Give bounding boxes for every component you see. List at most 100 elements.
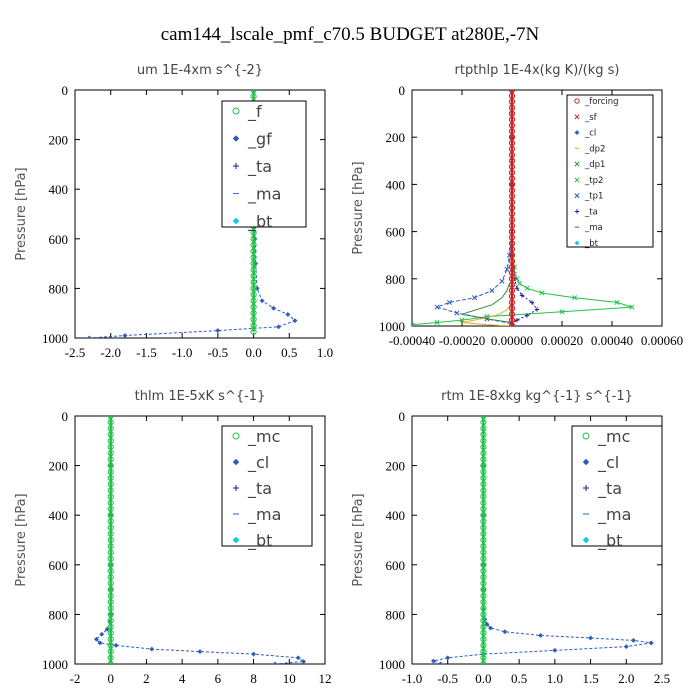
series-point (508, 110, 516, 117)
series-line-tp1 (435, 90, 513, 325)
y-tick-label: 1000 (42, 331, 68, 346)
x-tick-label: 0.5 (511, 671, 527, 686)
series-point (508, 299, 516, 306)
series-point (480, 437, 487, 444)
series-point (107, 443, 114, 451)
series-point (508, 275, 516, 282)
series-point (508, 187, 516, 194)
plot-area (430, 416, 654, 664)
x-tick-label: 0.0 (475, 671, 491, 686)
x-tick-label: 0.00020 (541, 333, 583, 348)
y-tick-label: 200 (49, 133, 69, 148)
x-tick-label: 0.00000 (491, 333, 533, 348)
x-tick-label: -1.5 (136, 345, 157, 360)
series-point (508, 234, 516, 241)
series-point (285, 311, 291, 317)
legend-label: _f (247, 102, 262, 122)
series-point (508, 269, 516, 276)
legend-label: _ma (584, 223, 603, 233)
series-point (250, 241, 257, 249)
series-point (480, 561, 487, 568)
series-point (509, 90, 515, 93)
series-point (508, 128, 516, 135)
y-tick-label: 400 (386, 177, 406, 192)
y-axis-label: Pressure [hPa] (14, 493, 29, 586)
x-tick-label: 2 (143, 671, 150, 686)
series-point (107, 580, 114, 587)
legend-label: _gf (247, 130, 272, 150)
legend-label: _tp2 (584, 176, 603, 186)
series-point (107, 505, 114, 513)
y-tick-label: 0 (399, 409, 406, 424)
series-point (259, 298, 265, 304)
legend-box (571, 425, 663, 547)
y-tick-label: 400 (49, 508, 69, 523)
legend-marker (232, 135, 240, 142)
series-point (480, 493, 487, 500)
y-tick-label: 600 (49, 558, 69, 573)
y-tick-label: 200 (49, 459, 69, 474)
series-point (508, 246, 516, 253)
legend-label: _ta (597, 479, 622, 499)
y-tick-label: 200 (386, 130, 406, 145)
series-point (107, 611, 114, 618)
series-point (480, 611, 487, 618)
legend-marker (232, 432, 240, 440)
panel-2: rtpthlp 1E-4x(kg K)/(kg s) Pressure [hPa]… (351, 63, 683, 348)
legend: _f _gf _ta _ma _bt (221, 100, 307, 232)
series-line-cl (461, 302, 513, 326)
legend-label: _dp2 (584, 144, 605, 154)
series-point (508, 317, 516, 324)
legend-label: _tp1 (584, 192, 603, 202)
series-point (438, 661, 444, 664)
legend-label: _dp1 (584, 160, 605, 170)
series-point (614, 299, 620, 305)
series-point (508, 193, 516, 200)
series-point (107, 474, 114, 482)
series-point (524, 313, 530, 318)
series-point (215, 328, 221, 334)
x-tick-label: 0.00060 (641, 333, 683, 348)
x-tick-label: 6 (215, 671, 222, 686)
series-point (107, 642, 114, 649)
series-point (514, 317, 520, 323)
series-point (250, 328, 257, 335)
legend-label: _forcing (584, 97, 619, 107)
series-point (648, 640, 654, 646)
y-tick-label: 200 (386, 459, 406, 474)
series-point (107, 481, 114, 488)
series-point (107, 416, 114, 420)
series-point (552, 647, 558, 653)
series-point (250, 235, 257, 242)
series-point (499, 278, 505, 284)
series-point (107, 536, 114, 544)
y-tick-label: 600 (49, 232, 69, 247)
legend-marker (232, 458, 240, 466)
series-point (508, 199, 516, 206)
series-point (445, 655, 451, 661)
legend-marker (232, 536, 240, 544)
series-point (508, 104, 516, 111)
series-point (107, 629, 114, 637)
x-tick-label: -2.0 (100, 345, 121, 360)
series-point (480, 450, 487, 457)
x-tick-label: 0.0 (245, 345, 261, 360)
series-point (122, 332, 128, 338)
series-point (250, 260, 257, 267)
series-point (107, 456, 114, 463)
series-point (107, 518, 114, 525)
y-axis-label: Pressure [hPa] (14, 167, 29, 260)
series-point (508, 134, 516, 141)
series-point (434, 319, 440, 326)
series-point (197, 649, 203, 655)
panel-3: thlm 1E-5xK s^{-1} Pressure [hPa] 0 200 400 6… (14, 389, 332, 686)
x-tick-label: -0.00020 (439, 333, 486, 348)
series-point (107, 555, 114, 562)
series-point (480, 431, 487, 438)
legend-label: _ta (247, 157, 272, 177)
series-point (534, 307, 540, 312)
series-point (524, 285, 530, 291)
series-point (480, 419, 487, 426)
series-point (480, 543, 487, 550)
x-tick-label: 0.00040 (591, 333, 633, 348)
